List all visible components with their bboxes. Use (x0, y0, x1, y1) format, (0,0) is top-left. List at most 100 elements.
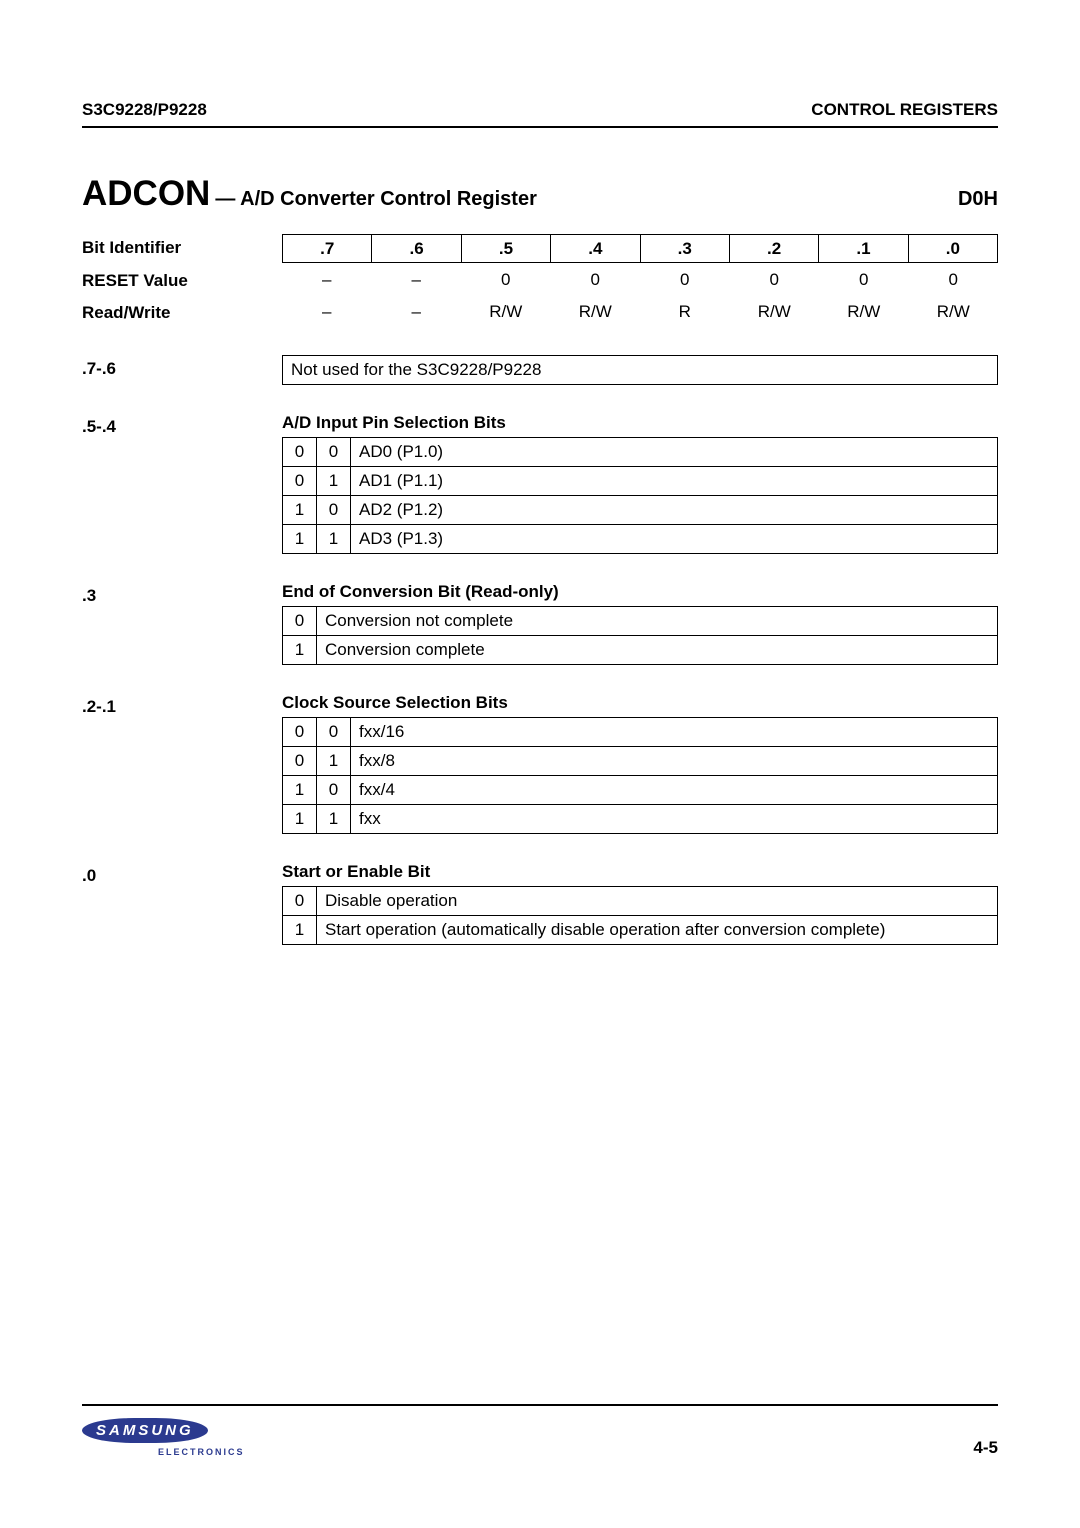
desc-cell: Start operation (automatically disable o… (317, 916, 998, 945)
sec3-table: 0 Conversion not complete 1 Conversion c… (282, 606, 998, 665)
bit-cell: 1 (283, 776, 317, 805)
desc-cell: AD3 (P1.3) (351, 525, 998, 554)
bit-cell: 1 (317, 747, 351, 776)
sec54-row: .5-.4 A/D Input Pin Selection Bits 0 0 A… (82, 413, 998, 554)
bit-cell: 0 (283, 718, 317, 747)
bit-cell: 0 (283, 438, 317, 467)
bit-cell: .1 (819, 235, 908, 263)
sec3-title: End of Conversion Bit (Read-only) (282, 582, 998, 602)
val-cell: – (282, 267, 372, 293)
bit-cell: 0 (317, 718, 351, 747)
register-address: D0H (958, 188, 998, 211)
val-cell: R/W (730, 299, 820, 325)
table-row: 0 0 AD0 (P1.0) (283, 438, 998, 467)
register-title-left: ADCON — A/D Converter Control Register (82, 174, 537, 214)
logo-subtext: ELECTRONICS (158, 1447, 245, 1457)
desc-cell: fxx (351, 805, 998, 834)
val-cell: R/W (461, 299, 551, 325)
reset-label: RESET Value (82, 267, 282, 295)
bit-cell: 0 (283, 747, 317, 776)
val-cell: 0 (461, 267, 551, 293)
sec0-title: Start or Enable Bit (282, 862, 998, 882)
bit-cell: 1 (283, 916, 317, 945)
footer-row: SAMSUNG ELECTRONICS 4-5 (82, 1418, 998, 1458)
bit-cell: 1 (317, 467, 351, 496)
desc-cell: Conversion not complete (317, 607, 998, 636)
sec21-title: Clock Source Selection Bits (282, 693, 998, 713)
sec54-table: 0 0 AD0 (P1.0) 0 1 AD1 (P1.1) 1 0 AD2 (P… (282, 437, 998, 554)
val-cell: – (282, 299, 372, 325)
desc-cell: AD0 (P1.0) (351, 438, 998, 467)
sec3-label: .3 (82, 582, 282, 610)
desc-cell: Disable operation (317, 887, 998, 916)
rw-table: – – R/W R/W R R/W R/W R/W (282, 299, 998, 325)
sec54-label: .5-.4 (82, 413, 282, 441)
table-row: 0 1 fxx/8 (283, 747, 998, 776)
bit-cell: 1 (283, 636, 317, 665)
val-cell: R (640, 299, 730, 325)
reset-row: RESET Value – – 0 0 0 0 0 0 (82, 267, 998, 295)
bit-cell: .5 (461, 235, 550, 263)
desc-cell: AD2 (P1.2) (351, 496, 998, 525)
page-footer: SAMSUNG ELECTRONICS 4-5 (82, 1404, 998, 1458)
header-rule (82, 126, 998, 128)
bit-cell: .3 (640, 235, 729, 263)
desc-cell: AD1 (P1.1) (351, 467, 998, 496)
val-cell: 0 (551, 267, 641, 293)
sec21-label: .2-.1 (82, 693, 282, 721)
table-row: 1 1 AD3 (P1.3) (283, 525, 998, 554)
bit-cell: 0 (283, 607, 317, 636)
desc-cell: fxx/16 (351, 718, 998, 747)
val-cell: 0 (730, 267, 820, 293)
rw-row: Read/Write – – R/W R/W R R/W R/W R/W (82, 299, 998, 327)
sec0-content: Start or Enable Bit 0 Disable operation … (282, 862, 998, 945)
sec54-title: A/D Input Pin Selection Bits (282, 413, 998, 433)
val-cell: R/W (909, 299, 999, 325)
table-row: 1 Start operation (automatically disable… (283, 916, 998, 945)
bit-cell: 1 (283, 805, 317, 834)
val-cell: 0 (640, 267, 730, 293)
header-left: S3C9228/P9228 (82, 100, 207, 120)
bit-cell: 0 (317, 776, 351, 805)
bit-cell: 0 (283, 467, 317, 496)
reset-table: – – 0 0 0 0 0 0 (282, 267, 998, 293)
reset-content: – – 0 0 0 0 0 0 (282, 267, 998, 293)
footer-rule (82, 1404, 998, 1406)
val-cell: – (372, 299, 462, 325)
bit-identifier-table: .7 .6 .5 .4 .3 .2 .1 .0 (282, 234, 998, 263)
sec76-row: .7-.6 Not used for the S3C9228/P9228 (82, 355, 998, 385)
table-row: 0 1 AD1 (P1.1) (283, 467, 998, 496)
table-row: 1 1 fxx (283, 805, 998, 834)
sec54-content: A/D Input Pin Selection Bits 0 0 AD0 (P1… (282, 413, 998, 554)
sec76-label: .7-.6 (82, 355, 282, 383)
bit-identifier-content: .7 .6 .5 .4 .3 .2 .1 .0 (282, 234, 998, 263)
val-cell: 0 (819, 267, 909, 293)
sec21-content: Clock Source Selection Bits 0 0 fxx/16 0… (282, 693, 998, 834)
page-header: S3C9228/P9228 CONTROL REGISTERS (82, 100, 998, 120)
register-title-row: ADCON — A/D Converter Control Register D… (82, 174, 998, 214)
desc-cell: fxx/8 (351, 747, 998, 776)
bit-cell: 0 (317, 496, 351, 525)
sec3-row: .3 End of Conversion Bit (Read-only) 0 C… (82, 582, 998, 665)
sec0-row: .0 Start or Enable Bit 0 Disable operati… (82, 862, 998, 945)
register-name: ADCON (82, 174, 210, 213)
bit-cell: 1 (283, 496, 317, 525)
rw-content: – – R/W R/W R R/W R/W R/W (282, 299, 998, 325)
val-cell: 0 (909, 267, 999, 293)
bit-cell: 1 (317, 525, 351, 554)
sec0-table: 0 Disable operation 1 Start operation (a… (282, 886, 998, 945)
desc-cell: fxx/4 (351, 776, 998, 805)
sec21-table: 0 0 fxx/16 0 1 fxx/8 1 0 fxx/4 1 1 fxx (282, 717, 998, 834)
header-right: CONTROL REGISTERS (811, 100, 998, 120)
val-cell: – (372, 267, 462, 293)
sec76-text: Not used for the S3C9228/P9228 (282, 355, 998, 385)
bit-cell: .0 (908, 235, 997, 263)
bit-cell: .6 (372, 235, 461, 263)
table-row: 0 Conversion not complete (283, 607, 998, 636)
bit-cell: .7 (283, 235, 372, 263)
table-row: 1 0 fxx/4 (283, 776, 998, 805)
bit-identifier-row: Bit Identifier .7 .6 .5 .4 .3 .2 .1 .0 (82, 234, 998, 263)
page-number: 4-5 (973, 1438, 998, 1458)
samsung-logo: SAMSUNG ELECTRONICS (82, 1418, 245, 1457)
bit-cell: 0 (317, 438, 351, 467)
